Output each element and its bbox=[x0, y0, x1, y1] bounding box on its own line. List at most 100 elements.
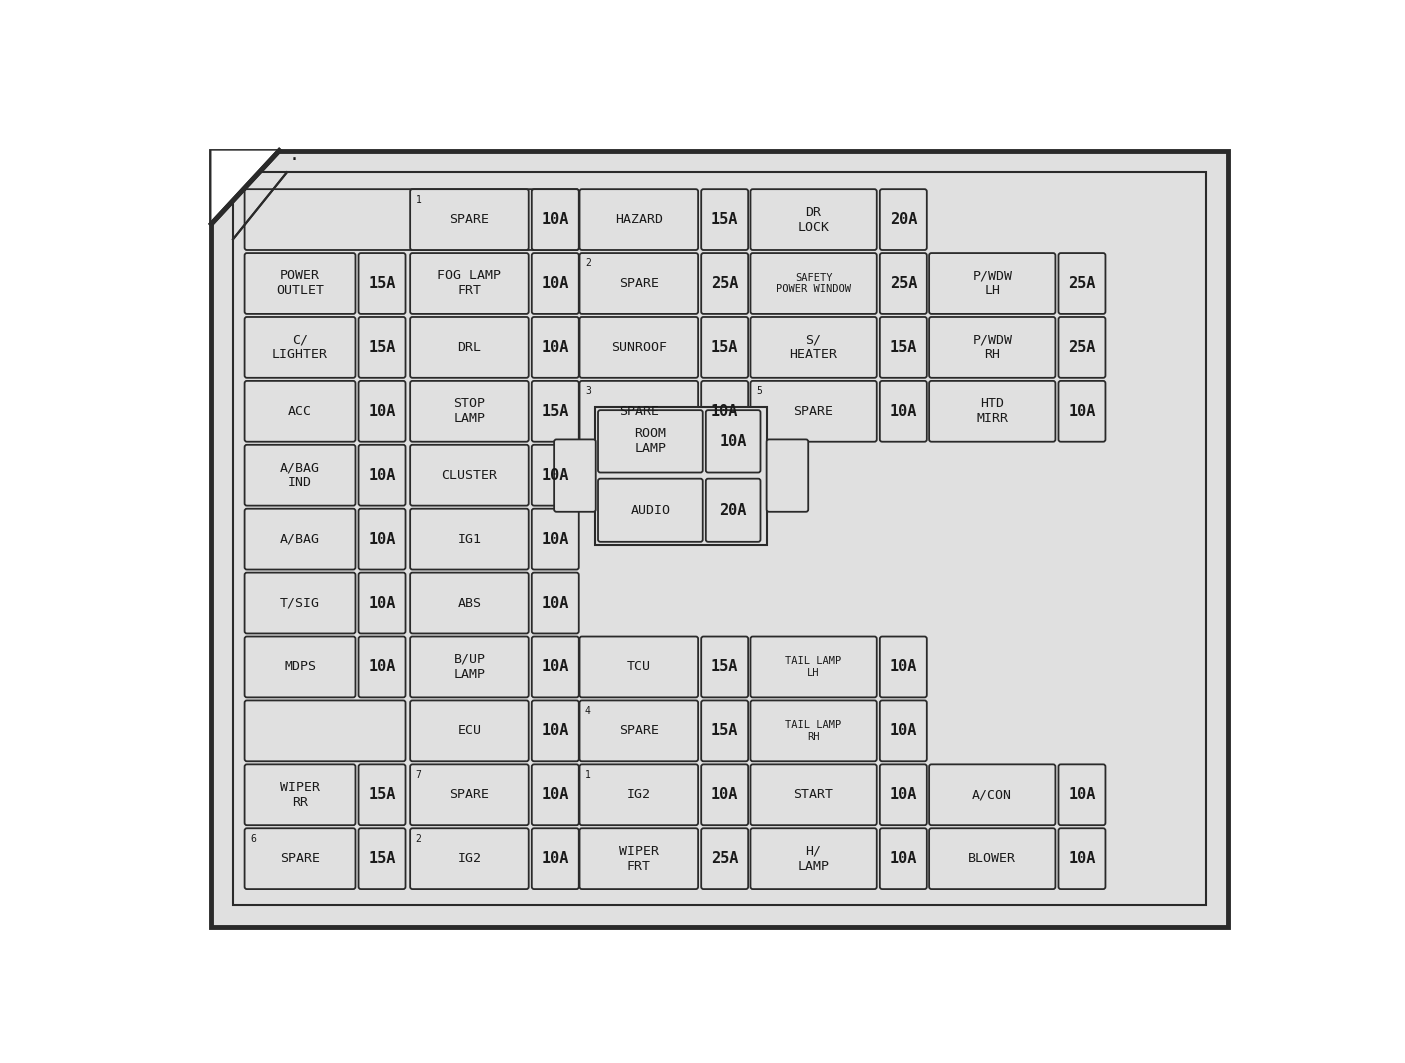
Text: 10A: 10A bbox=[368, 659, 396, 674]
Text: B/UP
LAMP: B/UP LAMP bbox=[454, 653, 486, 681]
FancyBboxPatch shape bbox=[929, 317, 1055, 377]
FancyBboxPatch shape bbox=[244, 317, 355, 377]
Text: 10A: 10A bbox=[368, 595, 396, 610]
FancyBboxPatch shape bbox=[579, 381, 698, 442]
Text: SPARE: SPARE bbox=[450, 213, 489, 226]
Text: 7: 7 bbox=[416, 770, 422, 780]
Text: 10A: 10A bbox=[889, 404, 917, 419]
Text: SAFETY
POWER WINDOW: SAFETY POWER WINDOW bbox=[776, 273, 851, 294]
FancyBboxPatch shape bbox=[750, 828, 877, 889]
Polygon shape bbox=[212, 151, 280, 224]
Text: 25A: 25A bbox=[711, 276, 739, 291]
FancyBboxPatch shape bbox=[532, 828, 579, 889]
FancyBboxPatch shape bbox=[705, 410, 760, 473]
Text: IG2: IG2 bbox=[458, 853, 482, 865]
Text: DRL: DRL bbox=[458, 341, 482, 354]
Text: 15A: 15A bbox=[711, 723, 739, 739]
Text: C/
LIGHTER: C/ LIGHTER bbox=[273, 334, 327, 361]
Text: 10A: 10A bbox=[368, 468, 396, 483]
FancyBboxPatch shape bbox=[599, 410, 702, 473]
Text: 20A: 20A bbox=[889, 213, 917, 227]
Text: 10A: 10A bbox=[1068, 788, 1096, 803]
Bar bbox=[594, 407, 767, 545]
FancyBboxPatch shape bbox=[880, 828, 927, 889]
Text: 20A: 20A bbox=[719, 503, 747, 518]
Text: 25A: 25A bbox=[889, 276, 917, 291]
Text: 15A: 15A bbox=[711, 213, 739, 227]
FancyBboxPatch shape bbox=[929, 828, 1055, 889]
Text: 15A: 15A bbox=[368, 340, 396, 355]
Text: P/WDW
LH: P/WDW LH bbox=[972, 270, 1012, 298]
Text: A/BAG
IND: A/BAG IND bbox=[280, 461, 320, 489]
FancyBboxPatch shape bbox=[358, 637, 406, 697]
FancyBboxPatch shape bbox=[410, 828, 528, 889]
FancyBboxPatch shape bbox=[410, 381, 528, 442]
FancyBboxPatch shape bbox=[880, 317, 927, 377]
Text: 6: 6 bbox=[250, 833, 256, 844]
FancyBboxPatch shape bbox=[244, 828, 355, 889]
Text: IG2: IG2 bbox=[627, 789, 651, 802]
Text: SPARE: SPARE bbox=[280, 853, 320, 865]
Text: S/
HEATER: S/ HEATER bbox=[790, 334, 837, 361]
Text: 15A: 15A bbox=[368, 851, 396, 866]
FancyBboxPatch shape bbox=[532, 764, 579, 825]
Text: 25A: 25A bbox=[1068, 276, 1096, 291]
FancyBboxPatch shape bbox=[410, 253, 528, 314]
FancyBboxPatch shape bbox=[532, 317, 579, 377]
FancyBboxPatch shape bbox=[599, 478, 702, 542]
FancyBboxPatch shape bbox=[410, 444, 528, 506]
Text: 15A: 15A bbox=[889, 340, 917, 355]
Text: 4: 4 bbox=[584, 706, 592, 715]
Text: 5: 5 bbox=[756, 386, 762, 396]
FancyBboxPatch shape bbox=[244, 637, 355, 697]
FancyBboxPatch shape bbox=[1058, 828, 1106, 889]
FancyBboxPatch shape bbox=[880, 253, 927, 314]
Text: 10A: 10A bbox=[368, 404, 396, 419]
Text: TAIL LAMP
LH: TAIL LAMP LH bbox=[785, 656, 842, 678]
FancyBboxPatch shape bbox=[554, 439, 596, 511]
Text: A/CON: A/CON bbox=[972, 789, 1012, 802]
FancyBboxPatch shape bbox=[701, 381, 749, 442]
FancyBboxPatch shape bbox=[701, 701, 749, 761]
FancyBboxPatch shape bbox=[880, 701, 927, 761]
FancyBboxPatch shape bbox=[244, 253, 355, 314]
FancyBboxPatch shape bbox=[410, 317, 528, 377]
FancyBboxPatch shape bbox=[579, 828, 698, 889]
FancyBboxPatch shape bbox=[410, 509, 528, 570]
Text: DR
LOCK: DR LOCK bbox=[798, 205, 829, 234]
FancyBboxPatch shape bbox=[410, 573, 528, 634]
FancyBboxPatch shape bbox=[579, 764, 698, 825]
Text: 10A: 10A bbox=[541, 723, 569, 739]
FancyBboxPatch shape bbox=[358, 381, 406, 442]
FancyBboxPatch shape bbox=[701, 637, 749, 697]
FancyBboxPatch shape bbox=[579, 701, 698, 761]
Text: STOP
LAMP: STOP LAMP bbox=[454, 398, 486, 425]
Text: 10A: 10A bbox=[541, 788, 569, 803]
Text: 15A: 15A bbox=[711, 659, 739, 674]
FancyBboxPatch shape bbox=[532, 573, 579, 634]
FancyBboxPatch shape bbox=[244, 764, 355, 825]
FancyBboxPatch shape bbox=[880, 637, 927, 697]
Text: SPARE: SPARE bbox=[450, 789, 489, 802]
Text: 10A: 10A bbox=[541, 213, 569, 227]
Text: START: START bbox=[794, 789, 833, 802]
Text: 1: 1 bbox=[416, 195, 422, 204]
FancyBboxPatch shape bbox=[358, 573, 406, 634]
FancyBboxPatch shape bbox=[532, 701, 579, 761]
Text: SUNROOF: SUNROOF bbox=[611, 341, 667, 354]
Text: 10A: 10A bbox=[541, 276, 569, 291]
FancyBboxPatch shape bbox=[244, 381, 355, 442]
FancyBboxPatch shape bbox=[701, 317, 749, 377]
FancyBboxPatch shape bbox=[532, 381, 579, 442]
FancyBboxPatch shape bbox=[532, 637, 579, 697]
Text: ABS: ABS bbox=[458, 596, 482, 609]
Text: 10A: 10A bbox=[889, 723, 917, 739]
Text: 10A: 10A bbox=[541, 851, 569, 866]
Text: 10A: 10A bbox=[711, 404, 739, 419]
Text: ECU: ECU bbox=[458, 724, 482, 738]
Text: POWER
OUTLET: POWER OUTLET bbox=[275, 270, 325, 298]
Text: CLUSTER: CLUSTER bbox=[441, 469, 497, 482]
FancyBboxPatch shape bbox=[767, 439, 808, 511]
FancyBboxPatch shape bbox=[1058, 253, 1106, 314]
FancyBboxPatch shape bbox=[929, 381, 1055, 442]
